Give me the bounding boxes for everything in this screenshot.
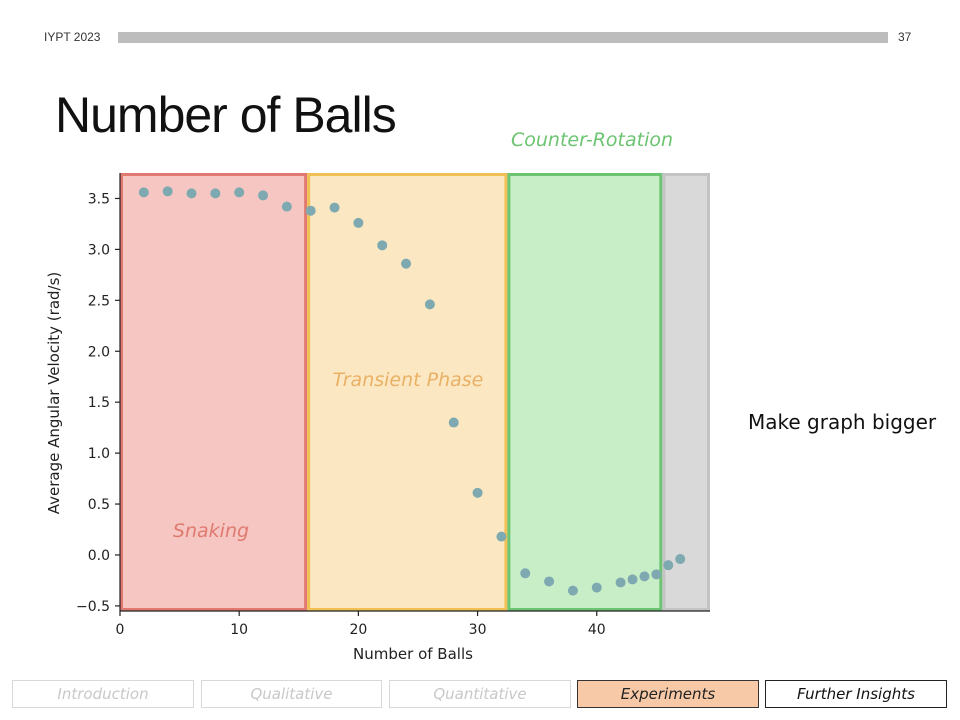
data-point	[591, 582, 602, 593]
y-tick-label: 3.5	[88, 191, 110, 207]
nav-tab-quantitative[interactable]: Quantitative	[389, 680, 571, 708]
data-point	[377, 240, 388, 251]
data-point	[567, 585, 578, 596]
x-tick-label: 20	[349, 622, 367, 638]
data-point	[329, 202, 340, 213]
data-point	[544, 576, 555, 587]
data-point	[424, 299, 435, 310]
nav-tab-introduction[interactable]: Introduction	[12, 680, 194, 708]
region-untitled	[662, 173, 711, 611]
x-tick-label: 30	[469, 622, 487, 638]
data-point	[651, 569, 662, 580]
header-progress-bar	[118, 32, 888, 43]
y-tick-label: 0.0	[88, 548, 110, 564]
region-transient-phase	[307, 173, 508, 611]
data-point	[258, 190, 269, 201]
data-point	[663, 560, 674, 571]
x-tick-label: 0	[116, 622, 125, 638]
header-event-label: IYPT 2023	[44, 30, 101, 44]
data-point	[520, 568, 531, 579]
y-tick-label: 3.0	[88, 242, 110, 258]
data-point	[675, 554, 686, 565]
region-counter-rotation	[507, 173, 663, 611]
data-point	[162, 186, 173, 197]
data-point	[448, 417, 459, 428]
data-point	[210, 188, 221, 199]
region-label: Counter-Rotation	[511, 129, 673, 151]
x-axis-label: Number of Balls	[353, 645, 473, 663]
y-tick-label: −0.5	[76, 599, 110, 615]
data-point	[281, 201, 292, 212]
slide-title: Number of Balls	[55, 87, 397, 143]
nav-tab-experiments[interactable]: Experiments	[577, 680, 759, 708]
data-point	[138, 187, 149, 198]
slide-number: 37	[898, 30, 912, 44]
region-label: Snaking	[173, 520, 249, 542]
data-point	[496, 531, 507, 542]
y-tick-label: 2.5	[88, 293, 110, 309]
y-tick-label: 1.0	[88, 446, 110, 462]
speaker-note-text: Make graph bigger	[748, 410, 937, 434]
y-tick-label: 1.5	[88, 395, 110, 411]
y-tick-label: 2.0	[88, 344, 110, 360]
data-point	[234, 187, 245, 198]
data-point	[615, 577, 626, 588]
data-point	[305, 205, 316, 216]
data-point	[472, 487, 483, 498]
data-point	[627, 574, 638, 585]
region-snaking	[120, 173, 308, 611]
x-tick-label: 40	[588, 622, 606, 638]
nav-tab-further-insights[interactable]: Further Insights	[765, 680, 947, 708]
x-tick-label: 10	[230, 622, 248, 638]
data-point	[639, 571, 650, 582]
data-point	[353, 217, 364, 228]
y-axis-label: Average Angular Velocity (rad/s)	[45, 272, 63, 515]
region-label: Transient Phase	[333, 369, 484, 391]
data-point	[186, 188, 197, 199]
data-point	[401, 258, 412, 269]
nav-tab-qualitative[interactable]: Qualitative	[201, 680, 382, 708]
y-tick-label: 0.5	[88, 497, 110, 513]
